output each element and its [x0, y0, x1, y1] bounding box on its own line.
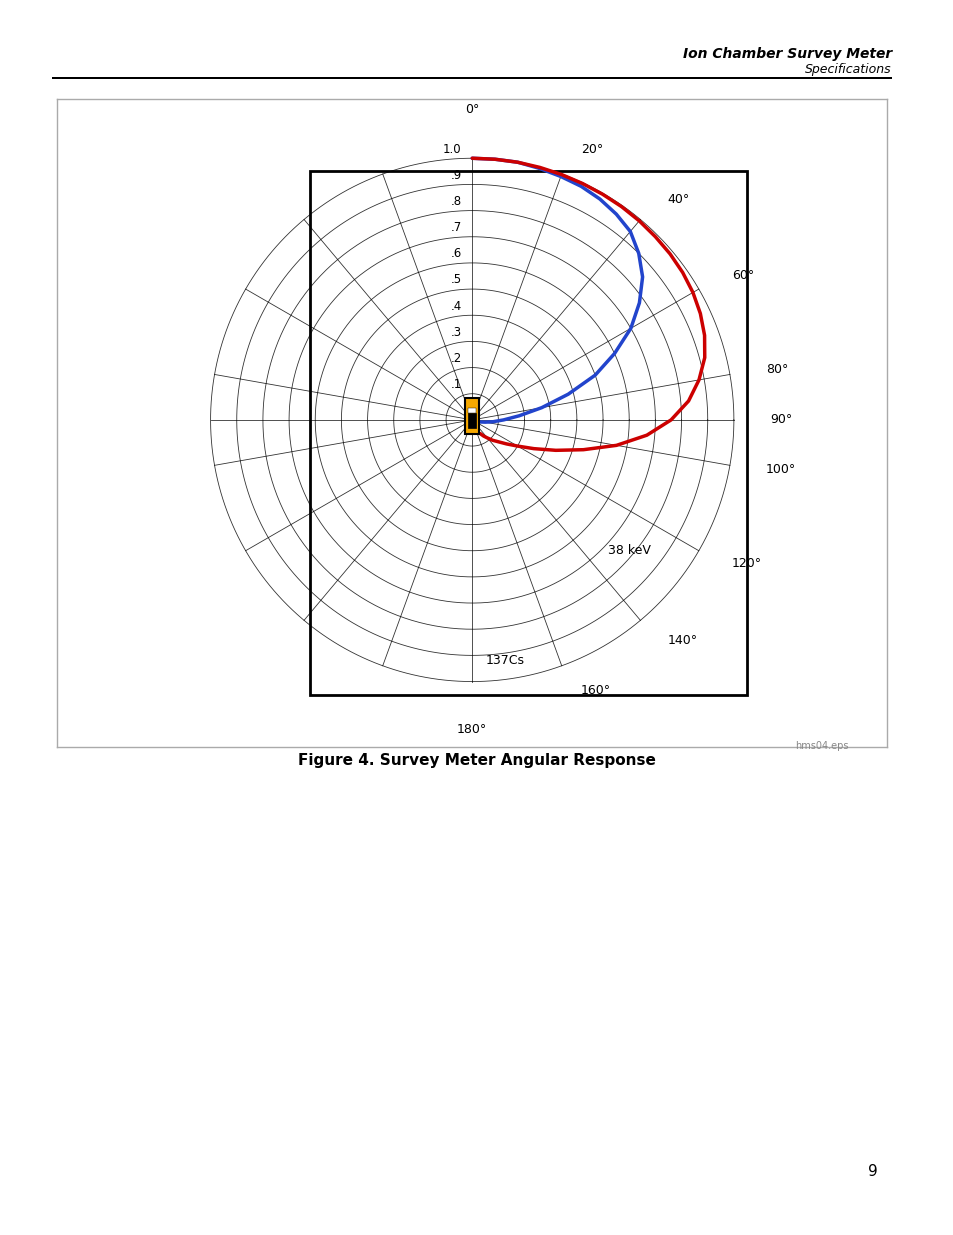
Text: 180°: 180° — [456, 724, 487, 736]
Text: .8: .8 — [450, 195, 461, 207]
Text: 137Cs: 137Cs — [485, 655, 524, 667]
Text: .3: .3 — [450, 326, 461, 338]
Text: Ion Chamber Survey Meter: Ion Chamber Survey Meter — [682, 47, 891, 61]
Text: 1.0: 1.0 — [443, 142, 461, 156]
Text: 40°: 40° — [667, 193, 689, 206]
Text: 160°: 160° — [580, 684, 611, 697]
Text: .6: .6 — [450, 247, 461, 261]
Text: 80°: 80° — [765, 363, 788, 377]
Text: Figure 4. Survey Meter Angular Response: Figure 4. Survey Meter Angular Response — [297, 753, 656, 768]
Text: 120°: 120° — [731, 557, 761, 571]
Text: .4: .4 — [450, 300, 461, 312]
Text: 9: 9 — [867, 1165, 877, 1179]
Text: 38 keV: 38 keV — [608, 545, 651, 557]
Text: hms04.eps: hms04.eps — [795, 741, 848, 751]
Text: .5: .5 — [450, 273, 461, 287]
Text: 90°: 90° — [770, 414, 792, 426]
Text: .7: .7 — [450, 221, 461, 235]
Text: 0°: 0° — [464, 104, 479, 116]
Text: 60°: 60° — [731, 269, 754, 283]
Text: .9: .9 — [450, 169, 461, 182]
Text: Specifications: Specifications — [804, 63, 891, 77]
Bar — [468, 414, 476, 427]
Bar — [468, 408, 476, 412]
Text: 100°: 100° — [765, 463, 796, 477]
Text: 140°: 140° — [667, 634, 697, 647]
Bar — [464, 398, 479, 435]
Text: .1: .1 — [450, 378, 461, 391]
Text: 20°: 20° — [580, 143, 602, 156]
Text: .2: .2 — [450, 352, 461, 366]
